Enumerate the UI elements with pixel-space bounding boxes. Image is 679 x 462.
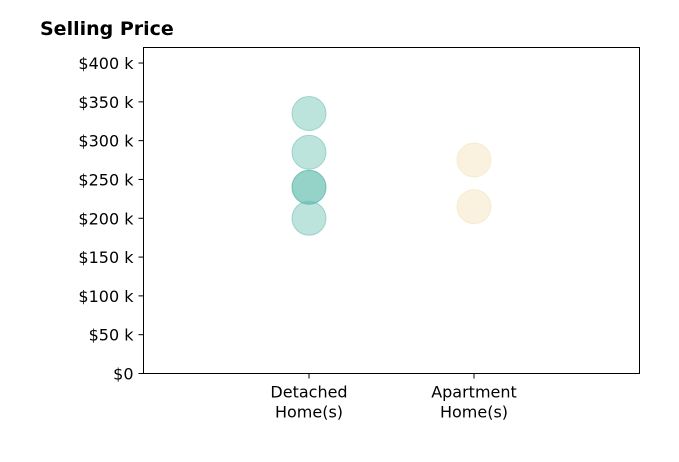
data-point [291, 134, 327, 170]
data-point [456, 142, 492, 178]
y-tick-label: $400 k [78, 54, 134, 73]
y-tick-label: $200 k [78, 209, 134, 228]
y-axis: $0 $50 k $100 k $150 k $200 k $250 k $300 k $35… [78, 54, 144, 384]
y-tick-label: $150 k [78, 248, 134, 267]
chart-title: Selling Price [40, 18, 174, 40]
y-tick-label: $0 [113, 365, 133, 384]
x-tick-label: Apartment Home(s) [431, 383, 517, 422]
data-point [291, 200, 327, 236]
y-tick-label: $50 k [89, 326, 135, 345]
y-tick-label: $250 k [78, 170, 134, 189]
data-points [291, 95, 492, 236]
data-point [291, 169, 327, 205]
data-point [291, 95, 327, 131]
y-tick-label: $350 k [78, 93, 134, 112]
y-tick-label: $300 k [78, 132, 134, 151]
y-tick-label: $100 k [78, 287, 134, 306]
data-point [456, 189, 492, 225]
plot-frame [143, 47, 640, 374]
x-tick-label: Detached Home(s) [270, 383, 347, 422]
x-axis: Detached Home(s) Apartment Home(s) [270, 373, 517, 422]
